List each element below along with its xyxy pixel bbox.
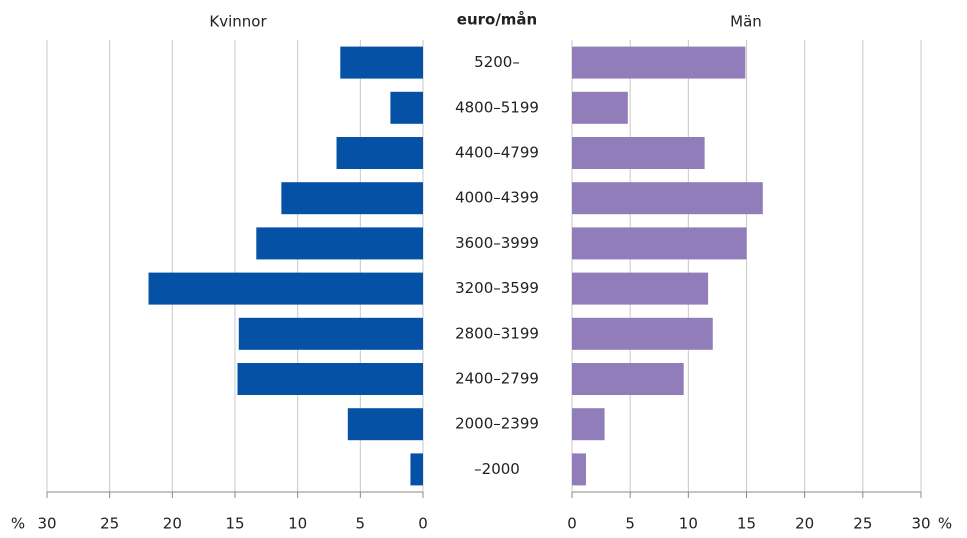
bar xyxy=(572,453,586,486)
bar xyxy=(572,317,713,350)
x-tick-label: 0 xyxy=(418,515,428,533)
bar xyxy=(336,137,423,169)
bar xyxy=(281,182,423,215)
x-tick-label: 0 xyxy=(567,515,577,533)
x-tick-label: 15 xyxy=(225,515,244,533)
bar xyxy=(410,453,423,486)
panel-title: Kvinnor xyxy=(209,13,267,31)
x-tick-label: 20 xyxy=(795,515,814,533)
category-label: 2800–3199 xyxy=(455,324,539,342)
category-label: 2400–2799 xyxy=(455,370,539,388)
x-tick-label: 25 xyxy=(100,515,119,533)
bar xyxy=(237,363,423,395)
bar xyxy=(572,408,605,441)
bar xyxy=(256,227,423,260)
bar xyxy=(572,182,763,215)
panel-title: Män xyxy=(730,13,762,31)
bar xyxy=(347,408,423,441)
bar xyxy=(572,137,705,169)
x-tick-label: 5 xyxy=(356,515,366,533)
category-label: 4000–4399 xyxy=(455,189,539,207)
x-tick-label: 20 xyxy=(163,515,182,533)
bar xyxy=(572,46,746,79)
x-tick-label: 25 xyxy=(853,515,872,533)
x-tick-label: 15 xyxy=(737,515,756,533)
category-label: 4400–4799 xyxy=(455,144,539,162)
category-label: 3600–3999 xyxy=(455,234,539,252)
x-tick-label: 10 xyxy=(288,515,307,533)
category-label: –2000 xyxy=(474,460,520,478)
x-tick-label: 5 xyxy=(625,515,635,533)
x-tick-label: 30 xyxy=(37,515,56,533)
x-axis-label: % xyxy=(938,515,952,533)
category-label: 2000–2399 xyxy=(455,415,539,433)
bar xyxy=(238,317,423,350)
category-label: 3200–3599 xyxy=(455,279,539,297)
category-label: 4800–5199 xyxy=(455,98,539,116)
category-label: 5200– xyxy=(474,53,520,71)
bar xyxy=(572,91,628,124)
bar xyxy=(390,91,423,124)
x-tick-label: 10 xyxy=(679,515,698,533)
x-axis-label: % xyxy=(11,515,25,533)
x-tick-label: 30 xyxy=(911,515,930,533)
bar xyxy=(572,272,709,305)
bar xyxy=(148,272,423,305)
bar xyxy=(572,227,747,260)
category-header: euro/mån xyxy=(457,11,537,29)
bar xyxy=(340,46,423,79)
bar xyxy=(572,363,684,395)
